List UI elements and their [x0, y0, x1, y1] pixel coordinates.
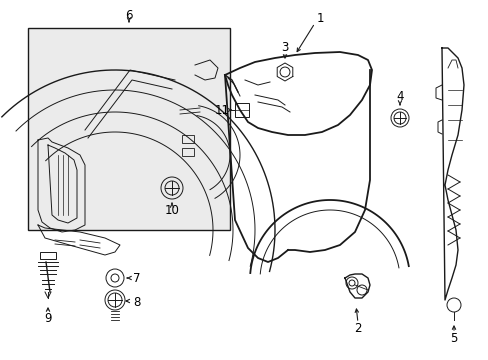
Text: 11: 11: [214, 104, 229, 117]
Text: 4: 4: [395, 90, 403, 103]
Bar: [182, 135, 194, 143]
Bar: [182, 148, 194, 156]
Bar: [40, 252, 56, 259]
Bar: [28, 28, 229, 230]
Text: 8: 8: [133, 296, 141, 309]
Text: 3: 3: [281, 41, 288, 54]
Text: 10: 10: [164, 203, 179, 216]
Text: 1: 1: [316, 12, 323, 24]
Text: 5: 5: [449, 332, 457, 345]
Bar: [235, 103, 248, 117]
Text: 2: 2: [353, 321, 361, 334]
Text: 9: 9: [44, 311, 52, 324]
Text: 7: 7: [133, 271, 141, 284]
Text: 6: 6: [125, 9, 132, 22]
